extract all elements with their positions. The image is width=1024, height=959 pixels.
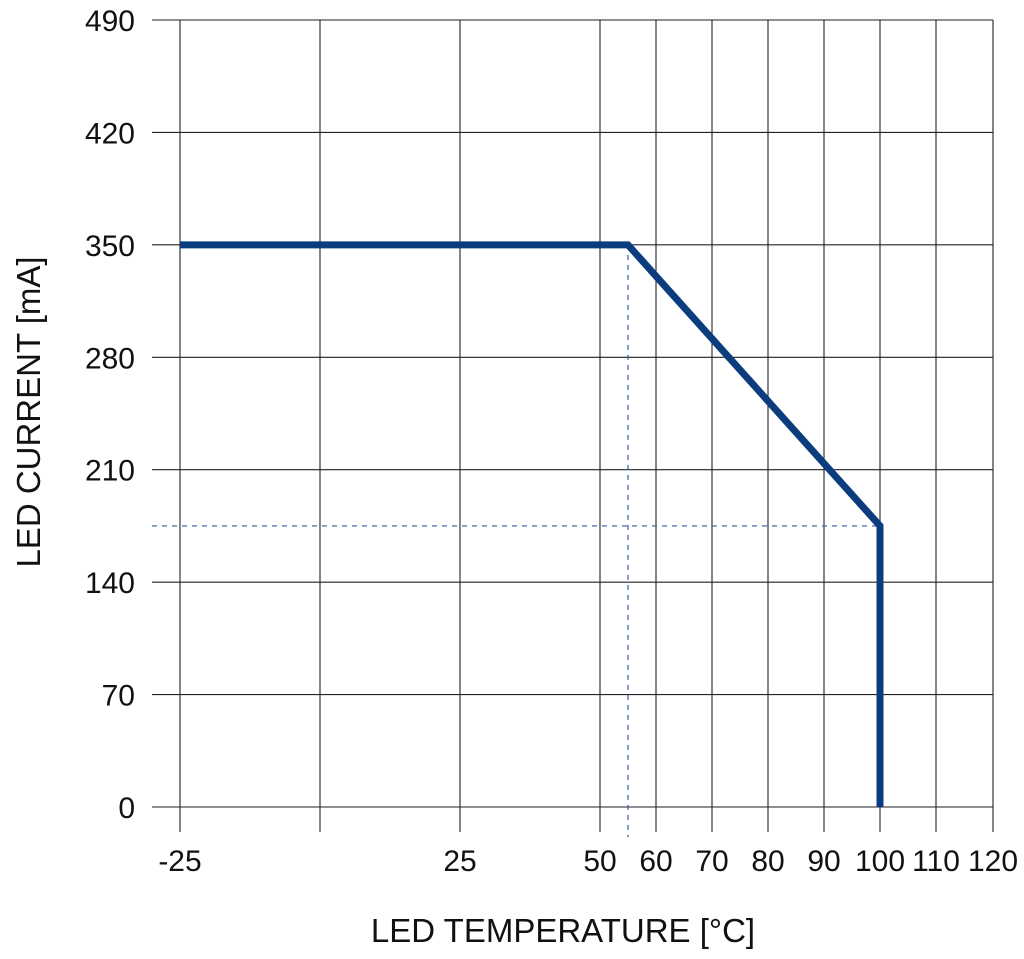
x-tick-label: 70 — [695, 845, 728, 878]
y-tick-label: 210 — [85, 455, 135, 488]
x-tick-label: 50 — [583, 845, 616, 878]
reference-lines — [152, 244, 880, 837]
x-tick-label: 90 — [807, 845, 840, 878]
x-tick-label: -25 — [158, 845, 201, 878]
y-axis-title: LED CURRENT [mA] — [10, 256, 47, 567]
y-tick-label: 350 — [85, 230, 135, 263]
y-tick-label: 140 — [85, 567, 135, 600]
y-tick-label: 420 — [85, 117, 135, 150]
series — [180, 241, 884, 807]
x-tick-label: 25 — [443, 845, 476, 878]
y-tick-label: 490 — [85, 5, 135, 38]
x-axis-title: LED TEMPERATURE [°C] — [371, 912, 755, 949]
x-tick-label: 100 — [855, 845, 905, 878]
x-tick-label: 120 — [968, 845, 1018, 878]
y-tick-labels: 0 70 140 210 280 350 420 490 — [85, 5, 135, 825]
grid — [152, 19, 994, 832]
y-tick-label: 0 — [118, 792, 135, 825]
x-tick-labels: -25 25 50 60 70 80 90 100 110 120 — [158, 845, 1018, 878]
series-line — [180, 241, 884, 807]
y-tick-label: 280 — [85, 342, 135, 375]
x-tick-label: 80 — [751, 845, 784, 878]
x-tick-label: 110 — [912, 845, 960, 878]
y-tick-label: 70 — [102, 680, 135, 713]
x-tick-label: 60 — [639, 845, 672, 878]
